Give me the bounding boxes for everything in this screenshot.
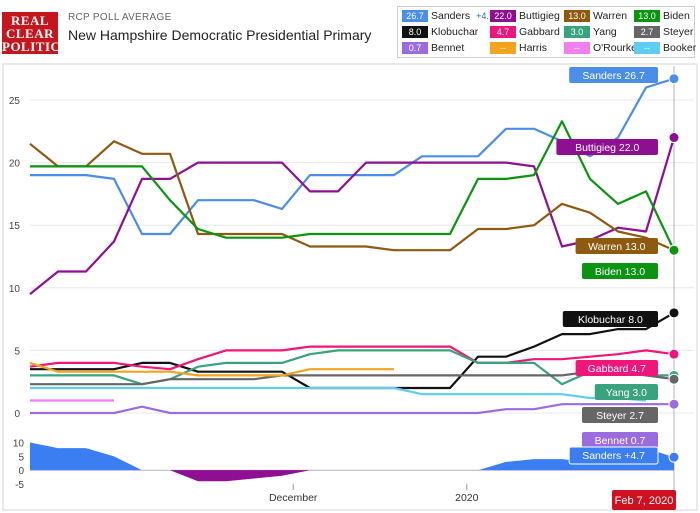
spread-tick-label: -5 (15, 480, 24, 491)
date-badge-box (612, 490, 676, 510)
rcp-logo: REAL CLEAR POLITICS (2, 12, 69, 54)
end-label-box-bennet (582, 432, 658, 448)
y-tick-label: 25 (9, 96, 21, 107)
spread-tick-label: 0 (18, 466, 24, 477)
end-point-klobuchar (668, 307, 680, 319)
end-label-box-buttigieg (556, 139, 658, 155)
y-tick-label: 5 (14, 346, 20, 357)
end-point-buttigieg (668, 132, 680, 144)
y-tick-label: 10 (9, 284, 21, 295)
end-point-bennet (668, 398, 680, 410)
legend-item-biden[interactable]: 13.0 Biden (634, 10, 690, 24)
end-label-box-yang (594, 384, 658, 400)
series-line-steyer (30, 370, 675, 386)
legend-name: Biden (663, 10, 690, 23)
legend-value: -- (564, 42, 590, 55)
spread-label: Sanders +4.7 (582, 450, 645, 462)
legend-spread: +4.7 (476, 11, 494, 22)
legend-value: 22.0 (490, 10, 516, 23)
legend-value: 13.0 (634, 10, 660, 23)
legend-name: Yang (593, 26, 617, 39)
legend-name: Gabbard (519, 26, 560, 39)
legend-item-booker[interactable]: -- Booker (634, 42, 696, 56)
legend-name: O'Rourke (593, 42, 638, 55)
end-label-yang: Yang 3.0 (606, 387, 647, 399)
legend-name: Buttigieg (519, 10, 560, 23)
legend-item-yang[interactable]: 3.0 Yang (564, 26, 617, 40)
end-point-gabbard (668, 348, 680, 360)
series-line-buttigieg (29, 137, 676, 295)
legend-value: -- (634, 42, 660, 55)
legend-name: Steyer (663, 26, 694, 39)
end-label-box-gabbard (575, 360, 658, 376)
end-label-buttigieg: Buttigieg 22.0 (575, 142, 639, 154)
legend-name: Booker (663, 42, 697, 55)
series-line-booker (30, 386, 647, 402)
end-label-box-klobuchar (562, 311, 658, 327)
end-label-biden: Biden 13.0 (595, 266, 645, 278)
legend-item-warren[interactable]: 13.0 Warren (564, 10, 627, 24)
legend-value: 3.0 (564, 26, 590, 39)
series-line-warren (29, 140, 675, 252)
legend-item-bennet[interactable]: 0.7 Bennet (402, 42, 464, 56)
legend-item-steyer[interactable]: 2.7 Steyer (634, 26, 693, 40)
end-label-box-sanders (569, 67, 658, 83)
legend-item-harris[interactable]: -- Harris (490, 42, 547, 56)
date-badge: Feb 7, 2020 (615, 495, 674, 507)
series-line-bennet (30, 403, 674, 415)
legend-item-klobuchar[interactable]: 8.0 Klobuchar (402, 26, 478, 40)
legend-name: Bennet (431, 42, 465, 55)
legend-item-gabbard[interactable]: 4.7 Gabbard (490, 26, 560, 40)
legend-value: 2.7 (634, 26, 660, 39)
end-label-steyer: Steyer 2.7 (596, 410, 644, 422)
end-label-sanders: Sanders 26.7 (582, 70, 645, 82)
legend-value: 8.0 (402, 26, 428, 39)
y-tick-label: 20 (9, 159, 21, 170)
legend-name: Klobuchar (431, 26, 479, 39)
legend-item-orourke[interactable]: -- O'Rourke (564, 42, 637, 56)
spread-area-positive (30, 442, 674, 471)
x-tick-label: 2020 (455, 492, 479, 504)
legend-value: -- (490, 42, 516, 55)
series-line-yang (30, 349, 674, 386)
series-line-gabbard (29, 345, 675, 371)
chart-frame (2, 63, 698, 511)
legend: 26.7 Sanders +4.7 22.0 Buttigieg 13.0 Warren 13… (397, 6, 696, 58)
legend-item-buttigieg[interactable]: 22.0 Buttigieg (490, 10, 560, 24)
legend-value: 4.7 (490, 26, 516, 39)
end-label-box-steyer (582, 407, 658, 423)
end-label-bennet: Bennet 0.7 (595, 435, 646, 447)
y-tick-label: 15 (9, 221, 21, 232)
spread-tick-label: 10 (13, 439, 25, 450)
chart-title: New Hampshire Democratic Presidential Pr… (68, 27, 372, 43)
legend-value: 26.7 (402, 10, 428, 23)
legend-name: Warren (593, 10, 628, 23)
end-label-box-warren (575, 238, 658, 254)
series-line-biden (30, 120, 675, 251)
end-point-sanders (668, 73, 680, 85)
spread-end-point (668, 451, 680, 463)
end-label-box-biden (582, 263, 658, 279)
logo-text: REAL CLEAR POLITICS (2, 13, 69, 54)
spread-area-negative (30, 470, 674, 482)
end-point-biden (668, 244, 680, 256)
end-label-gabbard: Gabbard 4.7 (588, 363, 647, 375)
legend-name: Harris (519, 42, 547, 55)
spread-tick-label: 5 (18, 452, 24, 463)
legend-value: 13.0 (564, 10, 590, 23)
legend-name: Sanders (431, 10, 471, 23)
chart-kicker: RCP POLL AVERAGE (68, 12, 172, 23)
legend-value: 0.7 (402, 42, 428, 55)
x-tick-label: December (269, 492, 318, 504)
legend-item-sanders[interactable]: 26.7 Sanders +4.7 (402, 10, 494, 24)
series-line-harris (29, 361, 394, 377)
end-label-klobuchar: Klobuchar 8.0 (578, 314, 643, 326)
end-label-warren: Warren 13.0 (588, 241, 646, 253)
y-tick-label: 0 (14, 409, 20, 420)
end-point-steyer (668, 373, 680, 385)
spread-label-box (568, 446, 659, 465)
